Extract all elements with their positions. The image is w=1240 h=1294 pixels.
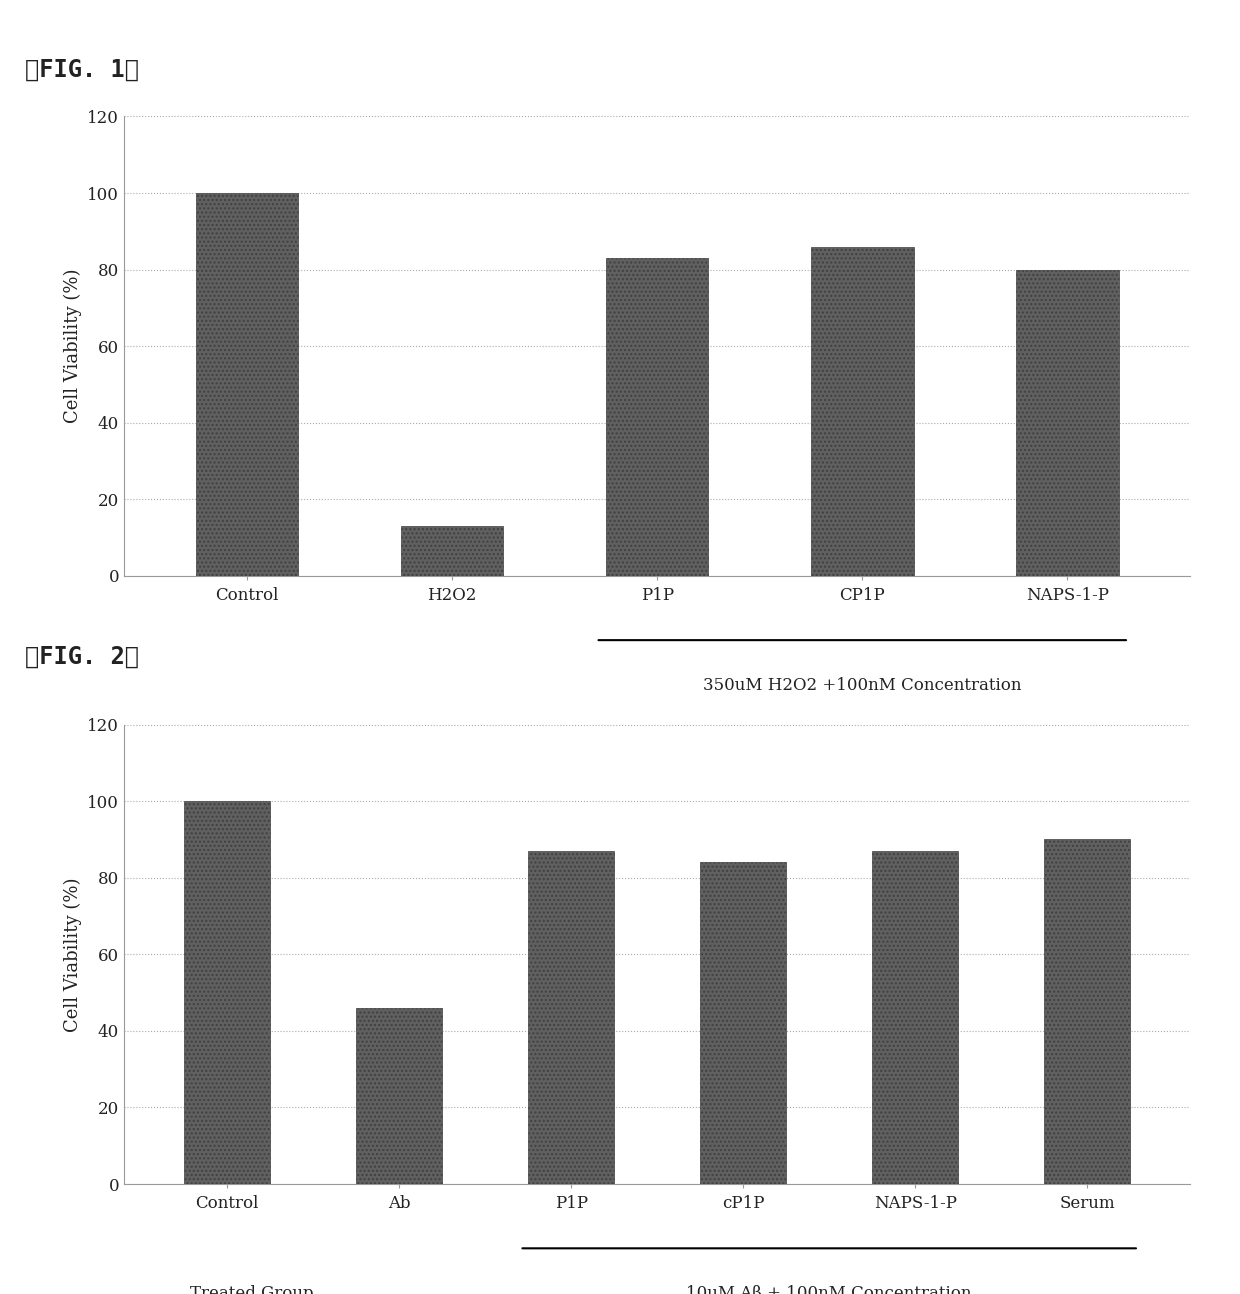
Text: 』FIG. 2『: 』FIG. 2『 <box>25 644 139 669</box>
Text: 10uM Aβ + 100nM Concentration: 10uM Aβ + 100nM Concentration <box>687 1285 972 1294</box>
Bar <box>401 527 503 576</box>
Bar <box>185 801 270 1184</box>
Bar <box>1044 840 1130 1184</box>
Bar <box>356 1008 443 1184</box>
Text: 』FIG. 1『: 』FIG. 1『 <box>25 58 139 83</box>
Text: Treated Group: Treated Group <box>190 1285 314 1294</box>
Bar <box>196 193 299 576</box>
Bar <box>1016 269 1118 576</box>
Y-axis label: Cell Viability (%): Cell Viability (%) <box>63 877 82 1031</box>
Bar <box>701 863 786 1184</box>
Bar <box>528 851 614 1184</box>
Bar <box>606 258 708 576</box>
Text: 350uM H2O2 +100nM Concentration: 350uM H2O2 +100nM Concentration <box>703 677 1022 694</box>
Y-axis label: Cell Viability (%): Cell Viability (%) <box>63 269 82 423</box>
Bar <box>811 247 914 576</box>
Bar <box>872 851 959 1184</box>
